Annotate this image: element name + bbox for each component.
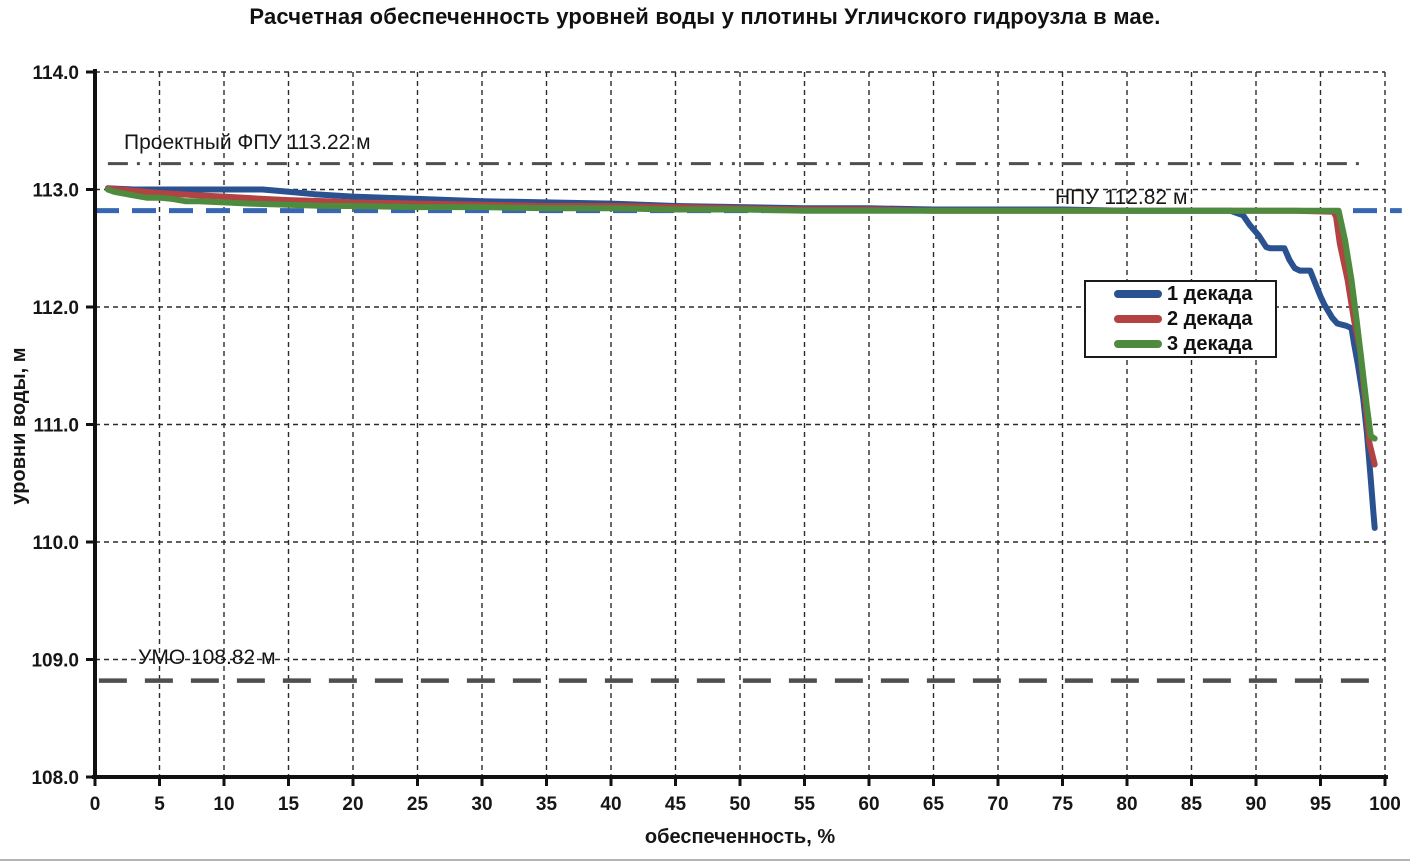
series-line-decade-3 <box>104 186 1378 442</box>
x-tick-label: 95 <box>1310 794 1332 815</box>
legend-label: 1 декада <box>1167 283 1253 305</box>
chart-title: Расчетная обеспеченность уровней воды у … <box>249 4 1161 29</box>
x-tick-label: 90 <box>1245 794 1266 815</box>
chart-legend: 1 декада 2 декада 3 декада <box>1084 280 1277 358</box>
y-tick-label: 109.0 <box>31 651 79 672</box>
x-tick-label: 70 <box>987 794 1008 815</box>
legend-label: 3 декада <box>1167 333 1253 355</box>
umo-reference-label: УМО 108.82 м <box>138 646 276 669</box>
x-tick-label: 75 <box>1052 794 1074 815</box>
x-tick-label: 25 <box>407 794 429 815</box>
x-tick-label: 35 <box>536 794 558 815</box>
y-tick-label: 110.0 <box>33 533 80 554</box>
legend-swatch <box>1114 340 1162 348</box>
x-tick-label: 40 <box>600 794 621 815</box>
x-axis-title: обеспеченность, % <box>644 826 836 848</box>
x-tick-label: 10 <box>213 794 234 815</box>
y-tick-label: 111.0 <box>34 416 79 437</box>
series-line-decade-1 <box>104 185 1378 531</box>
legend-item: 2 декада <box>1114 309 1275 329</box>
legend-swatch <box>1114 315 1162 323</box>
x-tick-label: 60 <box>858 794 879 815</box>
legend-item: 3 декада <box>1114 334 1275 354</box>
x-tick-label: 15 <box>278 794 300 815</box>
y-tick-label: 114.0 <box>33 63 80 84</box>
x-tick-label: 50 <box>729 794 750 815</box>
x-tick-label: 5 <box>154 794 165 815</box>
x-tick-label: 30 <box>471 794 492 815</box>
x-tick-label: 85 <box>1181 794 1203 815</box>
page-bottom-edge <box>0 859 1410 861</box>
x-tick-label: 65 <box>923 794 945 815</box>
legend-label: 2 декада <box>1167 308 1253 330</box>
y-axis-title: уровни воды, м <box>8 347 30 505</box>
y-tick-label: 113.0 <box>33 181 80 202</box>
x-tick-label: 0 <box>90 794 101 815</box>
fpu-reference-label: Проектный ФПУ 113.22 м <box>124 131 371 154</box>
x-tick-label: 20 <box>342 794 363 815</box>
x-tick-label: 55 <box>794 794 816 815</box>
y-tick-label: 108.0 <box>31 768 79 789</box>
legend-swatch <box>1114 290 1162 298</box>
legend-item: 1 декада <box>1114 284 1275 304</box>
npu-reference-label: НПУ 112.82 м <box>1055 186 1188 209</box>
x-tick-label: 100 <box>1369 794 1401 815</box>
x-tick-label: 45 <box>665 794 687 815</box>
y-tick-label: 112.0 <box>33 298 80 319</box>
x-tick-label: 80 <box>1116 794 1137 815</box>
